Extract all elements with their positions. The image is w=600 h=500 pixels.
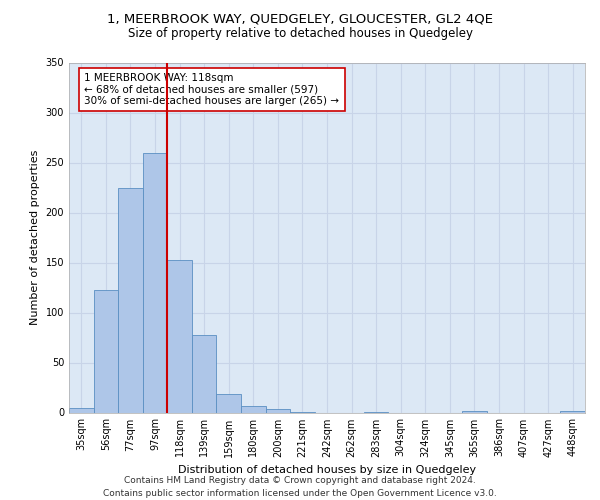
- Bar: [118, 188, 143, 412]
- Bar: [266, 408, 290, 412]
- Bar: [217, 394, 241, 412]
- Bar: [560, 410, 585, 412]
- Bar: [167, 260, 192, 412]
- Bar: [94, 290, 118, 412]
- Y-axis label: Number of detached properties: Number of detached properties: [30, 150, 40, 325]
- Bar: [462, 410, 487, 412]
- Text: 1 MEERBROOK WAY: 118sqm
← 68% of detached houses are smaller (597)
30% of semi-d: 1 MEERBROOK WAY: 118sqm ← 68% of detache…: [85, 73, 340, 106]
- Text: Size of property relative to detached houses in Quedgeley: Size of property relative to detached ho…: [128, 28, 473, 40]
- Bar: [143, 152, 167, 412]
- Bar: [69, 408, 94, 412]
- Text: Contains HM Land Registry data © Crown copyright and database right 2024.
Contai: Contains HM Land Registry data © Crown c…: [103, 476, 497, 498]
- X-axis label: Distribution of detached houses by size in Quedgeley: Distribution of detached houses by size …: [178, 465, 476, 475]
- Text: 1, MEERBROOK WAY, QUEDGELEY, GLOUCESTER, GL2 4QE: 1, MEERBROOK WAY, QUEDGELEY, GLOUCESTER,…: [107, 12, 493, 26]
- Bar: [241, 406, 266, 412]
- Bar: [192, 334, 217, 412]
